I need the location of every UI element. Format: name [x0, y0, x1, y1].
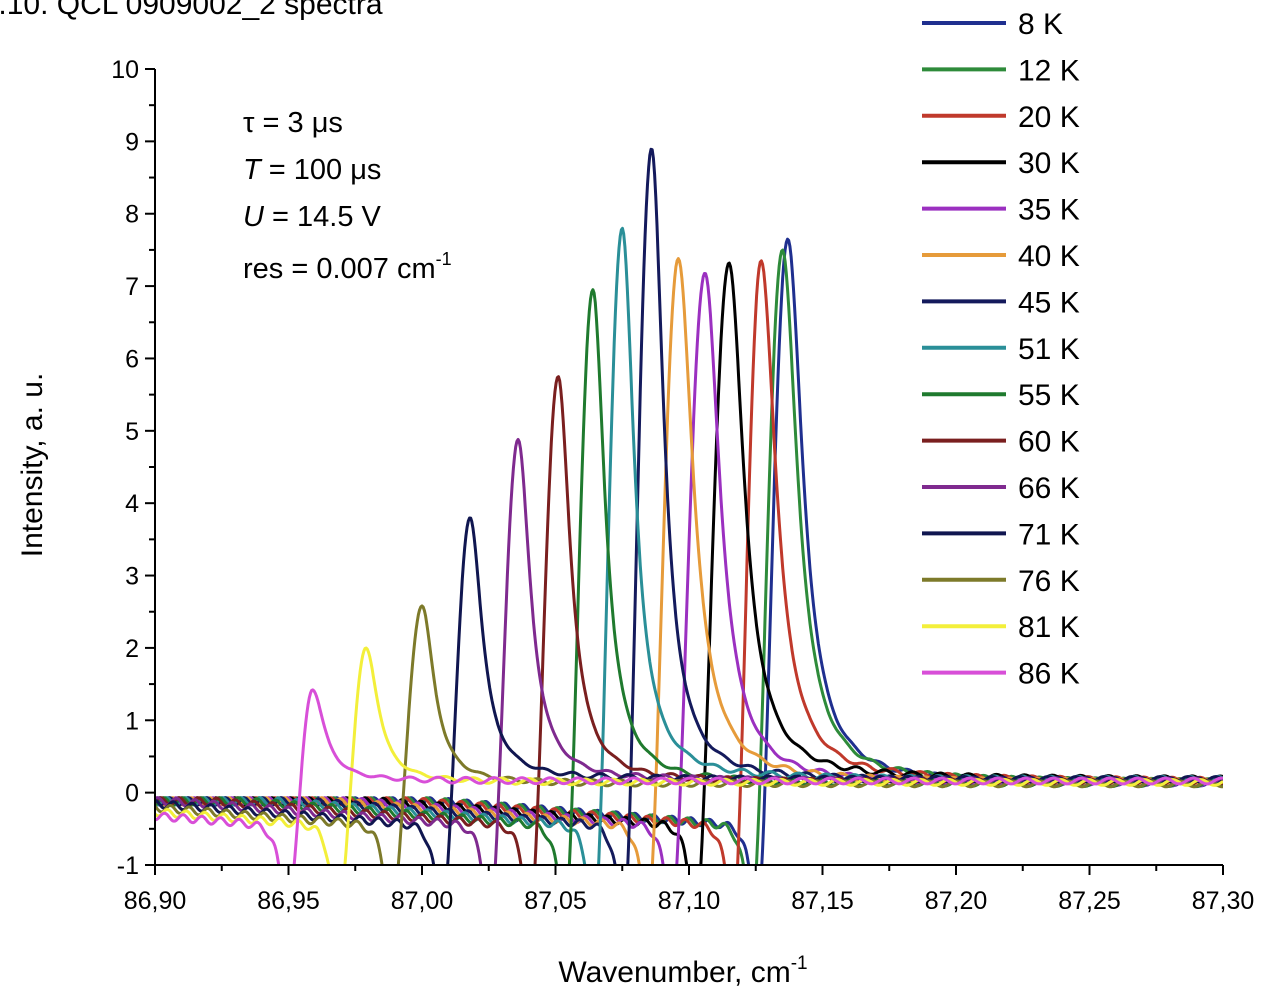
legend-label: 81 K	[1018, 611, 1080, 644]
y-tick-label: 8	[125, 201, 139, 229]
legend-item: 81 K	[922, 611, 1080, 644]
x-axis-title-sup: -1	[791, 953, 808, 974]
axes	[154, 69, 1223, 866]
x-tick-label: 87,30	[1192, 887, 1255, 915]
legend-item: 76 K	[922, 565, 1080, 598]
series-curves	[155, 147, 1223, 865]
annotation-resolution-sup: -1	[436, 249, 452, 269]
legend-item: 66 K	[922, 472, 1080, 505]
legend-item: 45 K	[922, 286, 1080, 319]
y-tick-label: 6	[125, 345, 139, 373]
y-tick-label: 7	[125, 273, 139, 301]
chart-title: 9.04.10. QCL 0909002_2 spectra	[0, 0, 383, 21]
annotation-tau: τ = 3 μs	[243, 107, 343, 139]
legend-label: 40 K	[1018, 240, 1080, 273]
x-tick-label: 86,90	[124, 887, 187, 915]
x-tick-label: 86,95	[257, 887, 320, 915]
y-tick-label: 4	[125, 490, 139, 518]
legend-label: 12 K	[1018, 54, 1080, 87]
x-tick-label: 87,10	[658, 887, 721, 915]
x-tick-label: 87,25	[1058, 887, 1121, 915]
x-tick-label: 87,00	[391, 887, 454, 915]
annotation-voltage: U = 14.5 V	[243, 201, 382, 233]
x-tick-label: 87,15	[791, 887, 854, 915]
legend-label: 76 K	[1018, 565, 1080, 598]
y-tick-label: 10	[111, 56, 139, 84]
legend-label: 45 K	[1018, 286, 1080, 319]
series-line-86k	[155, 688, 1223, 865]
annotation-period: T = 100 μs	[243, 154, 381, 186]
annotation-period-value: = 100 μs	[261, 154, 382, 186]
x-tick-label: 87,20	[925, 887, 988, 915]
annotation-voltage-symbol: U	[243, 201, 265, 233]
legend-item: 55 K	[922, 379, 1080, 412]
y-axis-ticks: -1 0 1 2 3 4 5 6 7 8 9 10	[111, 56, 155, 880]
annotation-voltage-value: = 14.5 V	[264, 201, 382, 233]
legend-label: 66 K	[1018, 472, 1080, 505]
legend-label: 55 K	[1018, 379, 1080, 412]
annotation-resolution: res = 0.007 cm-1	[243, 249, 452, 285]
legend: 8 K 12 K 20 K 30 K 35 K 40 K 45 K 51 K 55 K 60 K 6…	[922, 8, 1080, 691]
y-tick-label: 2	[125, 635, 139, 663]
legend-label: 71 K	[1018, 518, 1080, 551]
legend-item: 20 K	[922, 101, 1080, 134]
series-line-81k	[155, 646, 1223, 865]
legend-label: 20 K	[1018, 101, 1080, 134]
legend-item: 86 K	[922, 658, 1080, 691]
legend-label: 86 K	[1018, 658, 1080, 691]
legend-label: 35 K	[1018, 194, 1080, 227]
legend-item: 8 K	[922, 8, 1063, 41]
legend-item: 60 K	[922, 426, 1080, 459]
legend-label: 30 K	[1018, 147, 1080, 180]
x-axis-title: Wavenumber, cm-1	[558, 953, 807, 989]
annotation-period-symbol: T	[243, 154, 263, 186]
legend-item: 40 K	[922, 240, 1080, 273]
legend-item: 30 K	[922, 147, 1080, 180]
x-axis-ticks: 86,90 86,95 87,00 87,05 87,10 87,15 87,20 87,25…	[124, 865, 1255, 915]
x-axis-title-text: Wavenumber, cm	[558, 956, 790, 989]
y-tick-label: 0	[125, 780, 139, 808]
legend-item: 12 K	[922, 54, 1080, 87]
annotation-resolution-text: res = 0.007 cm	[243, 253, 436, 285]
annotation-block: τ = 3 μs T = 100 μs U = 14.5 V res = 0.0…	[243, 107, 452, 285]
series-line-76k	[155, 604, 1223, 865]
y-tick-label: -1	[117, 852, 139, 880]
legend-label: 60 K	[1018, 426, 1080, 459]
y-axis-title: Intensity, a. u.	[16, 373, 49, 558]
x-tick-label: 87,05	[524, 887, 587, 915]
y-tick-label: 3	[125, 563, 139, 591]
legend-label: 8 K	[1018, 8, 1063, 41]
y-tick-label: 9	[125, 128, 139, 156]
y-tick-label: 5	[125, 418, 139, 446]
y-tick-label: 1	[125, 707, 139, 735]
legend-item: 35 K	[922, 194, 1080, 227]
legend-label: 51 K	[1018, 333, 1080, 366]
legend-item: 71 K	[922, 518, 1080, 551]
legend-item: 51 K	[922, 333, 1080, 366]
